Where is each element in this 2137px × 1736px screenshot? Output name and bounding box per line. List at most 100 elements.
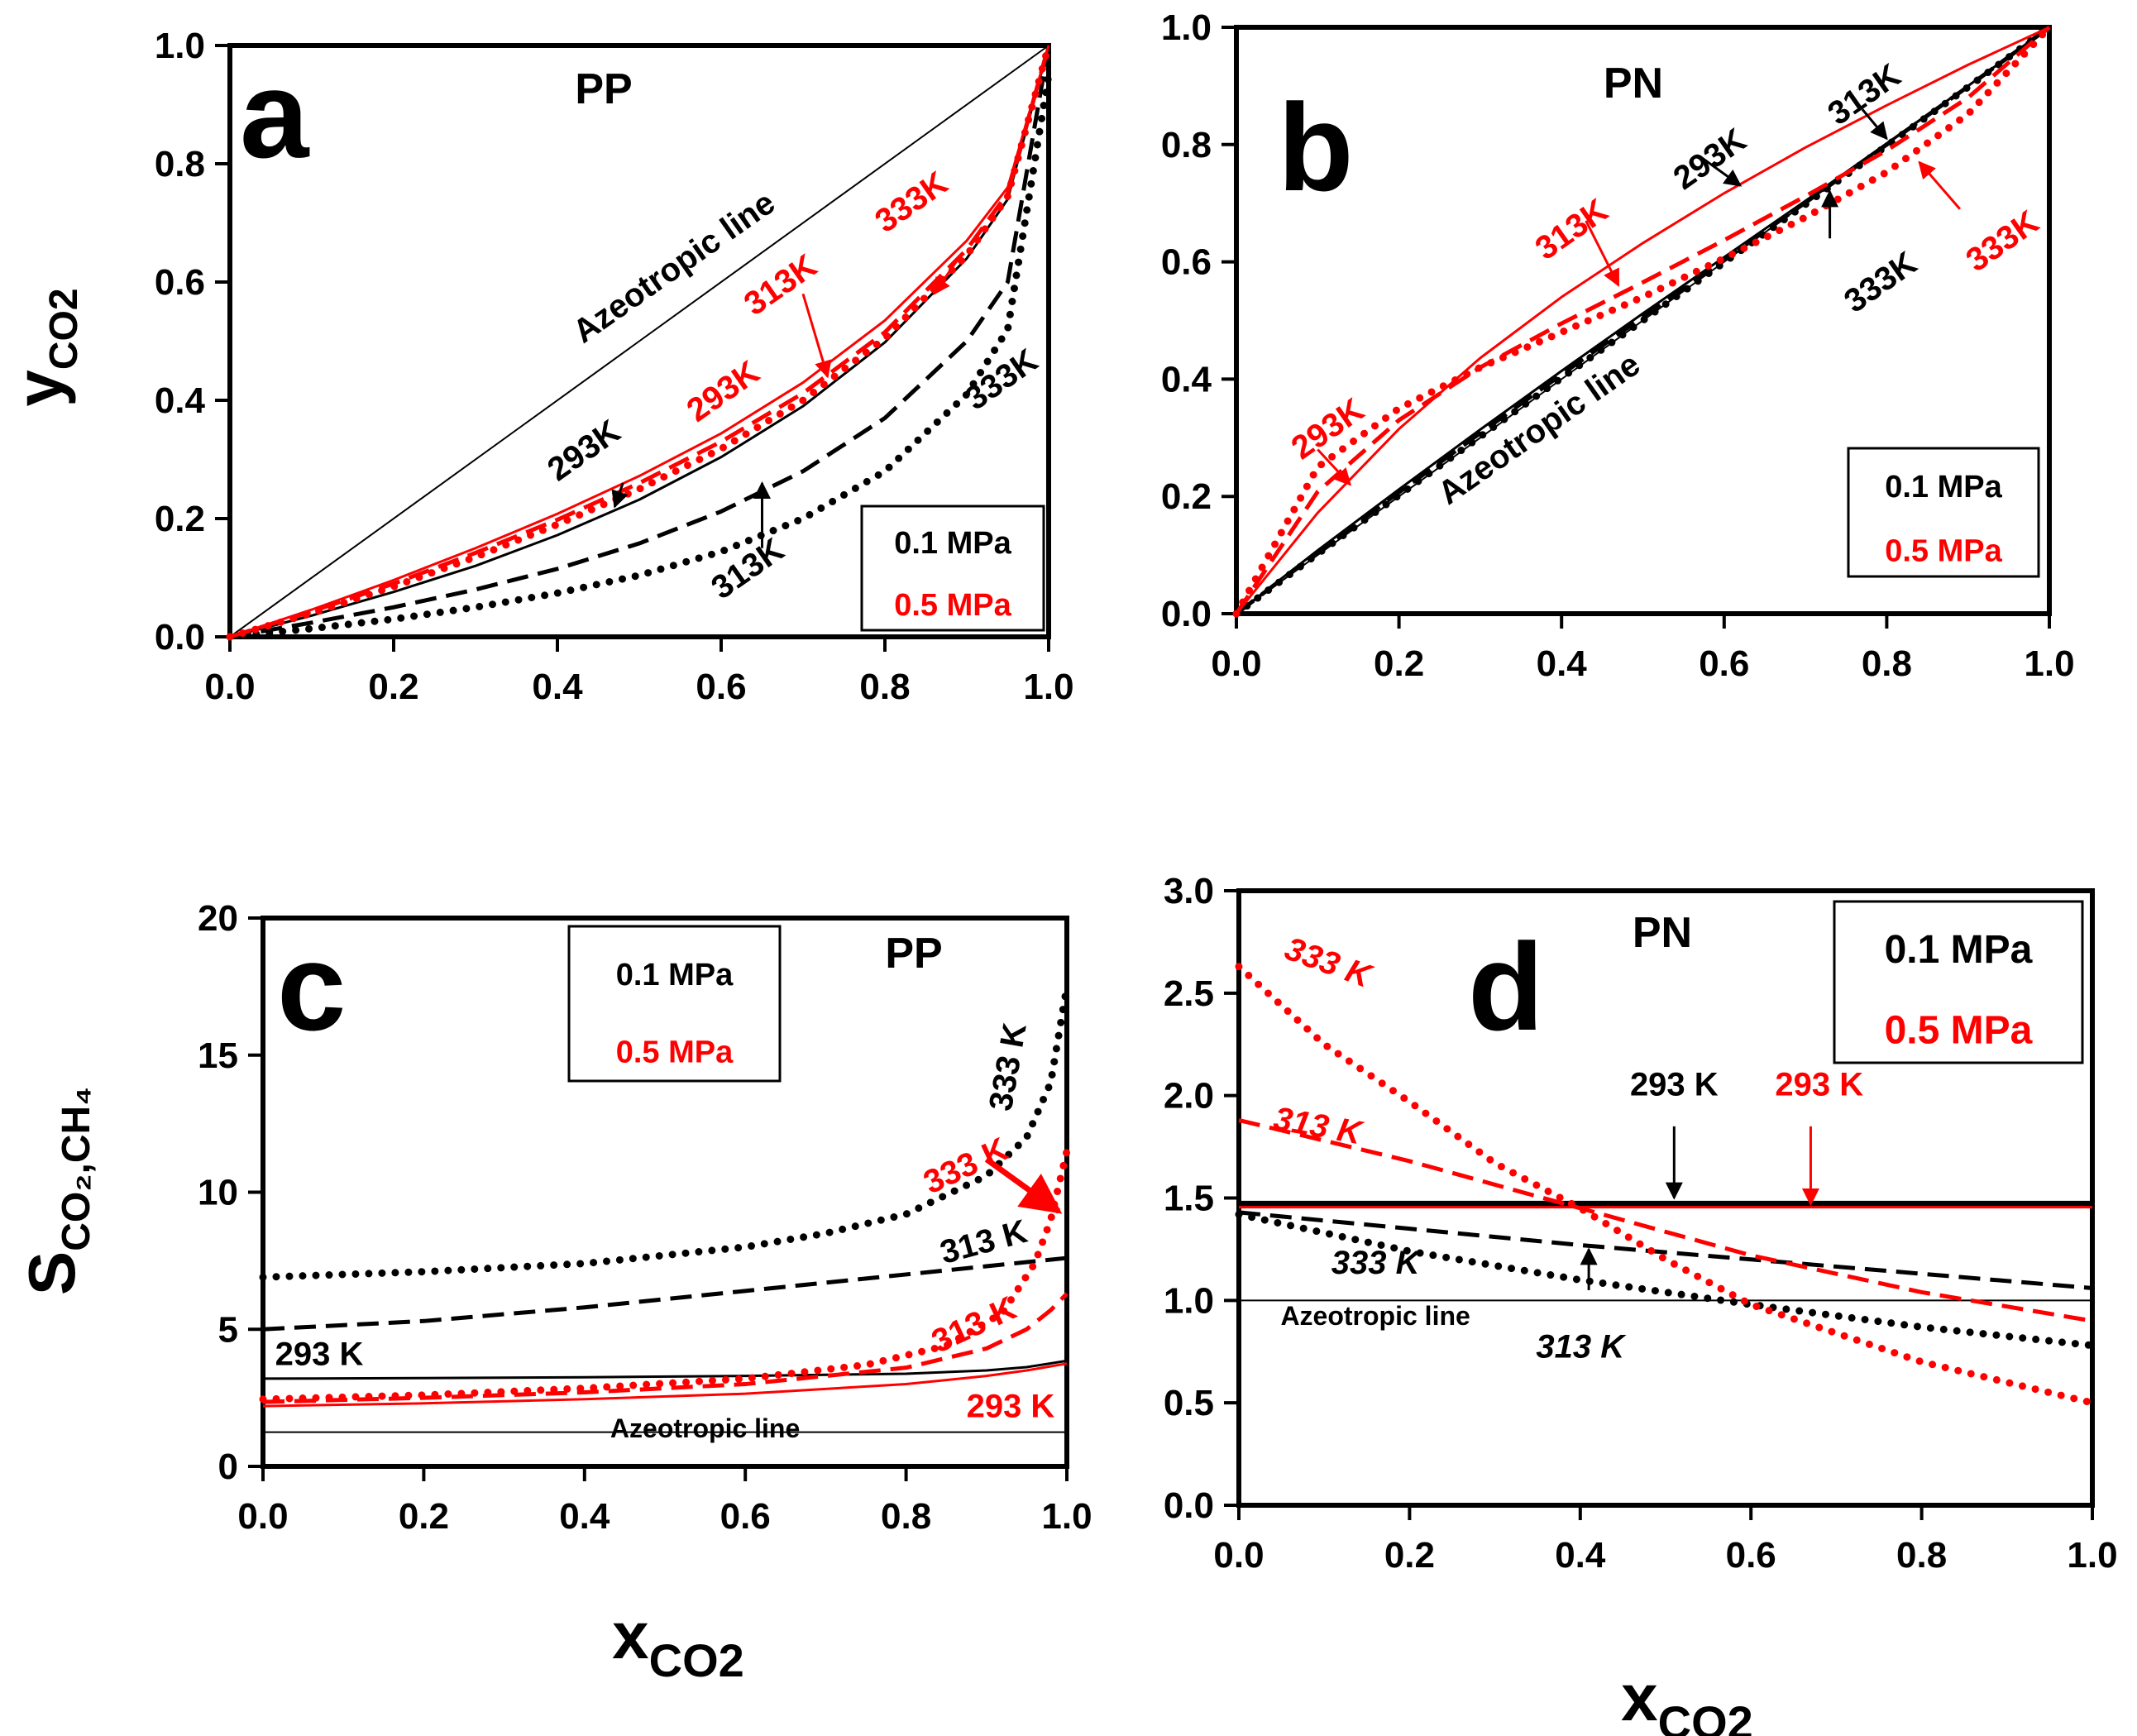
- annotation-arrow: [933, 257, 960, 296]
- x-axis-label: xCO2: [612, 1599, 744, 1686]
- y-tick-label: 0.8: [1161, 125, 1212, 165]
- plot-frame: [227, 43, 1051, 639]
- y-tick-label: 5: [218, 1309, 238, 1350]
- panel-c: 0.0 0.2 0.4 0.6 0.8 1.0 0 5 10 15 20 333 K 333 K 313 …: [15, 898, 1092, 1686]
- x-tick-label: 0.0: [1213, 1535, 1264, 1576]
- x-tick-label: 0.8: [1896, 1535, 1947, 1576]
- series-line-black-dashed: [229, 45, 1051, 639]
- annotation-label: Azeotropic line: [1280, 1301, 1470, 1331]
- legend-box: [860, 505, 1045, 632]
- annotation-label: 333 K: [918, 1131, 1013, 1201]
- panel-b: 0.0 0.2 0.4 0.6 0.8 1.00.00.20.40.60.81.0Azeo…: [1161, 7, 2075, 684]
- legend-box: [1833, 900, 2084, 1064]
- legend-label: 0.5 MPa: [1885, 1009, 2033, 1053]
- series-line-red-dotted: [1235, 963, 2096, 1407]
- y-tick-label: 0.8: [155, 144, 205, 184]
- x-tick-label: 0.4: [1537, 643, 1588, 684]
- y-tick-label: 10: [198, 1173, 238, 1213]
- y-tick-label: 0.4: [155, 380, 206, 421]
- y-axis-label-main: S: [15, 1251, 88, 1295]
- series-line-black-solid: [229, 45, 1050, 638]
- series-line-red-solid: [1235, 26, 2050, 615]
- legend-label: 0.1 MPa: [1885, 928, 2033, 972]
- x-tick-label: 0.0: [1211, 643, 1261, 684]
- annotation-label: 313 K: [926, 1290, 1021, 1361]
- annotation-label: 333K: [959, 342, 1045, 418]
- y-tick-label: 1.0: [1161, 7, 1212, 48]
- x-tick-label: 0.2: [399, 1496, 449, 1537]
- series-line-red-dashed: [1238, 1117, 2093, 1323]
- x-tick-label: 0.8: [881, 1496, 931, 1537]
- series-line-red-dotted: [226, 41, 1053, 641]
- y-tick-label: 0.5: [1164, 1383, 1214, 1423]
- series-line-black-thin: [229, 45, 1049, 638]
- annotation-label: 293 K: [1630, 1067, 1719, 1103]
- y-tick-label: 15: [198, 1035, 238, 1076]
- annotation-arrow: [984, 1156, 1063, 1214]
- series-line-red-dotted: [1232, 23, 2053, 618]
- plot-frame: [1234, 25, 2052, 616]
- annotation-label: 333K: [1960, 203, 2046, 279]
- y-tick-label: 1.0: [155, 26, 205, 66]
- annotation-label: 313K: [1821, 57, 1907, 132]
- annotation-label: Azeotropic line: [610, 1413, 800, 1443]
- y-axis-label-main: y: [2, 370, 76, 407]
- panel-title: PP: [885, 930, 942, 978]
- x-tick-label: 0.8: [859, 667, 910, 707]
- annotation-arrow: [611, 482, 629, 509]
- x-axis-label-subscript: CO2: [649, 1634, 744, 1686]
- legend-label: 0.1 MPa: [1885, 470, 2002, 505]
- series-line-red-dotted: [259, 1147, 1071, 1404]
- y-axis-label: yCO2: [2, 288, 86, 406]
- legend-box: [1847, 447, 2040, 578]
- x-tick-label: 0.4: [532, 667, 583, 707]
- panel-title: PN: [1604, 60, 1663, 108]
- panel-letter: a: [240, 45, 310, 184]
- x-axis-label-main: x: [1621, 1661, 1658, 1734]
- y-tick-label: 1.5: [1164, 1179, 1214, 1219]
- annotation-label: 313 K: [1271, 1100, 1367, 1151]
- y-tick-label: 0.6: [1161, 242, 1212, 283]
- series-line-black-dotted: [1232, 23, 2053, 618]
- x-tick-label: 0.2: [1374, 643, 1424, 684]
- series-line-black-dotted: [1235, 1210, 2096, 1350]
- legend-label: 0.5 MPa: [1885, 533, 2002, 568]
- y-tick-label: 0: [218, 1447, 238, 1487]
- annotation-label: 333K: [1838, 245, 1924, 320]
- series-line-black-dotted: [259, 983, 1071, 1281]
- annotation-arrow: [1918, 160, 1962, 210]
- x-tick-label: 1.0: [2067, 1535, 2117, 1576]
- x-tick-label: 0.2: [368, 667, 418, 707]
- annotation-label: 293 K: [275, 1336, 364, 1372]
- legend-box: [567, 925, 782, 1083]
- annotation-label: 293K: [681, 354, 767, 429]
- x-axis-label: xCO2: [1621, 1661, 1753, 1736]
- annotation-label: 293 K: [967, 1388, 1055, 1424]
- x-tick-label: 0.0: [237, 1496, 288, 1537]
- annotation-label: 333 K: [1331, 1245, 1422, 1281]
- y-tick-label: 0.0: [1164, 1485, 1214, 1526]
- annotation-label: Azeotropic line: [567, 184, 782, 350]
- y-tick-label: 0.0: [1161, 594, 1212, 634]
- series-line-black-dashed: [1238, 1210, 2093, 1290]
- annotation-arrow: [1861, 108, 1888, 141]
- x-tick-label: 0.2: [1384, 1535, 1435, 1576]
- series-line-red-solid: [229, 45, 1050, 638]
- series-line-black-solid: [262, 1359, 1068, 1380]
- series-line-red-solid: [262, 1362, 1068, 1408]
- panel-title: PP: [575, 65, 632, 113]
- series-line-red-dashed: [262, 1292, 1068, 1404]
- annotation-arrow: [1699, 155, 1743, 187]
- annotation-label: 333K: [868, 165, 954, 240]
- annotation-arrow: [1585, 220, 1620, 287]
- annotation-label: 333 K: [1280, 930, 1378, 996]
- x-tick-label: 0.0: [204, 667, 255, 707]
- y-tick-label: 0.0: [155, 617, 205, 658]
- x-axis-label-subscript: CO2: [1658, 1696, 1753, 1736]
- x-tick-label: 0.6: [1726, 1535, 1776, 1576]
- x-tick-label: 0.4: [559, 1496, 610, 1537]
- y-tick-label: 2.0: [1164, 1076, 1214, 1117]
- y-tick-label: 1.0: [1164, 1280, 1214, 1321]
- legend-label: 0.1 MPa: [616, 958, 734, 992]
